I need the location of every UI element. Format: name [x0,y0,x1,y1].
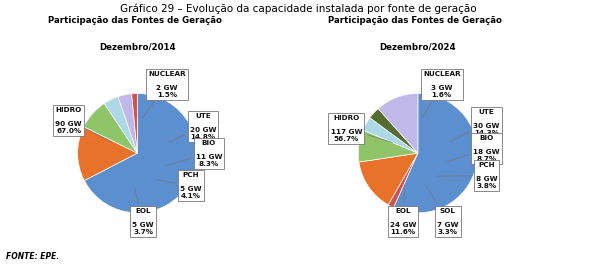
Wedge shape [393,93,478,213]
Text: PCH

8 GW
3.8%: PCH 8 GW 3.8% [437,162,497,189]
Wedge shape [84,103,137,153]
Text: BIO

18 GW
8.7%: BIO 18 GW 8.7% [447,135,500,162]
Text: EOL

5 GW
3.7%: EOL 5 GW 3.7% [133,189,154,235]
Text: UTE

30 GW
14.3%: UTE 30 GW 14.3% [450,109,500,142]
Text: Dezembro/2024: Dezembro/2024 [380,42,456,51]
Text: PCH

5 GW
4.1%: PCH 5 GW 4.1% [156,172,202,200]
Text: UTE

20 GW
14.8%: UTE 20 GW 14.8% [170,113,216,142]
Text: SOL

7 GW
3.3%: SOL 7 GW 3.3% [426,185,458,235]
Wedge shape [118,94,137,153]
Text: BIO

11 GW
8.3%: BIO 11 GW 8.3% [166,140,222,167]
Text: HIDRO

90 GW
67.0%: HIDRO 90 GW 67.0% [56,107,112,142]
Text: HIDRO

117 GW
56.7%: HIDRO 117 GW 56.7% [331,115,392,143]
Text: Gráfico 29 – Evolução da capacidade instalada por fonte de geração: Gráfico 29 – Evolução da capacidade inst… [120,4,477,15]
Text: NUCLEAR

3 GW
1.6%: NUCLEAR 3 GW 1.6% [423,71,461,118]
Text: Participação das Fontes de Geração: Participação das Fontes de Geração [48,16,221,25]
Wedge shape [104,97,137,153]
Text: Participação das Fontes de Geração: Participação das Fontes de Geração [328,16,502,25]
Wedge shape [359,153,418,205]
Wedge shape [378,93,418,153]
Wedge shape [84,93,197,213]
Wedge shape [363,118,418,153]
Wedge shape [78,127,137,181]
Text: NUCLEAR

2 GW
1.5%: NUCLEAR 2 GW 1.5% [142,71,186,118]
Wedge shape [370,109,418,153]
Text: EOL

24 GW
11.6%: EOL 24 GW 11.6% [390,185,416,235]
Wedge shape [388,153,418,208]
Text: FONTE: EPE.: FONTE: EPE. [6,252,59,261]
Wedge shape [358,130,418,162]
Text: Dezembro/2014: Dezembro/2014 [99,42,176,51]
Wedge shape [132,93,137,153]
